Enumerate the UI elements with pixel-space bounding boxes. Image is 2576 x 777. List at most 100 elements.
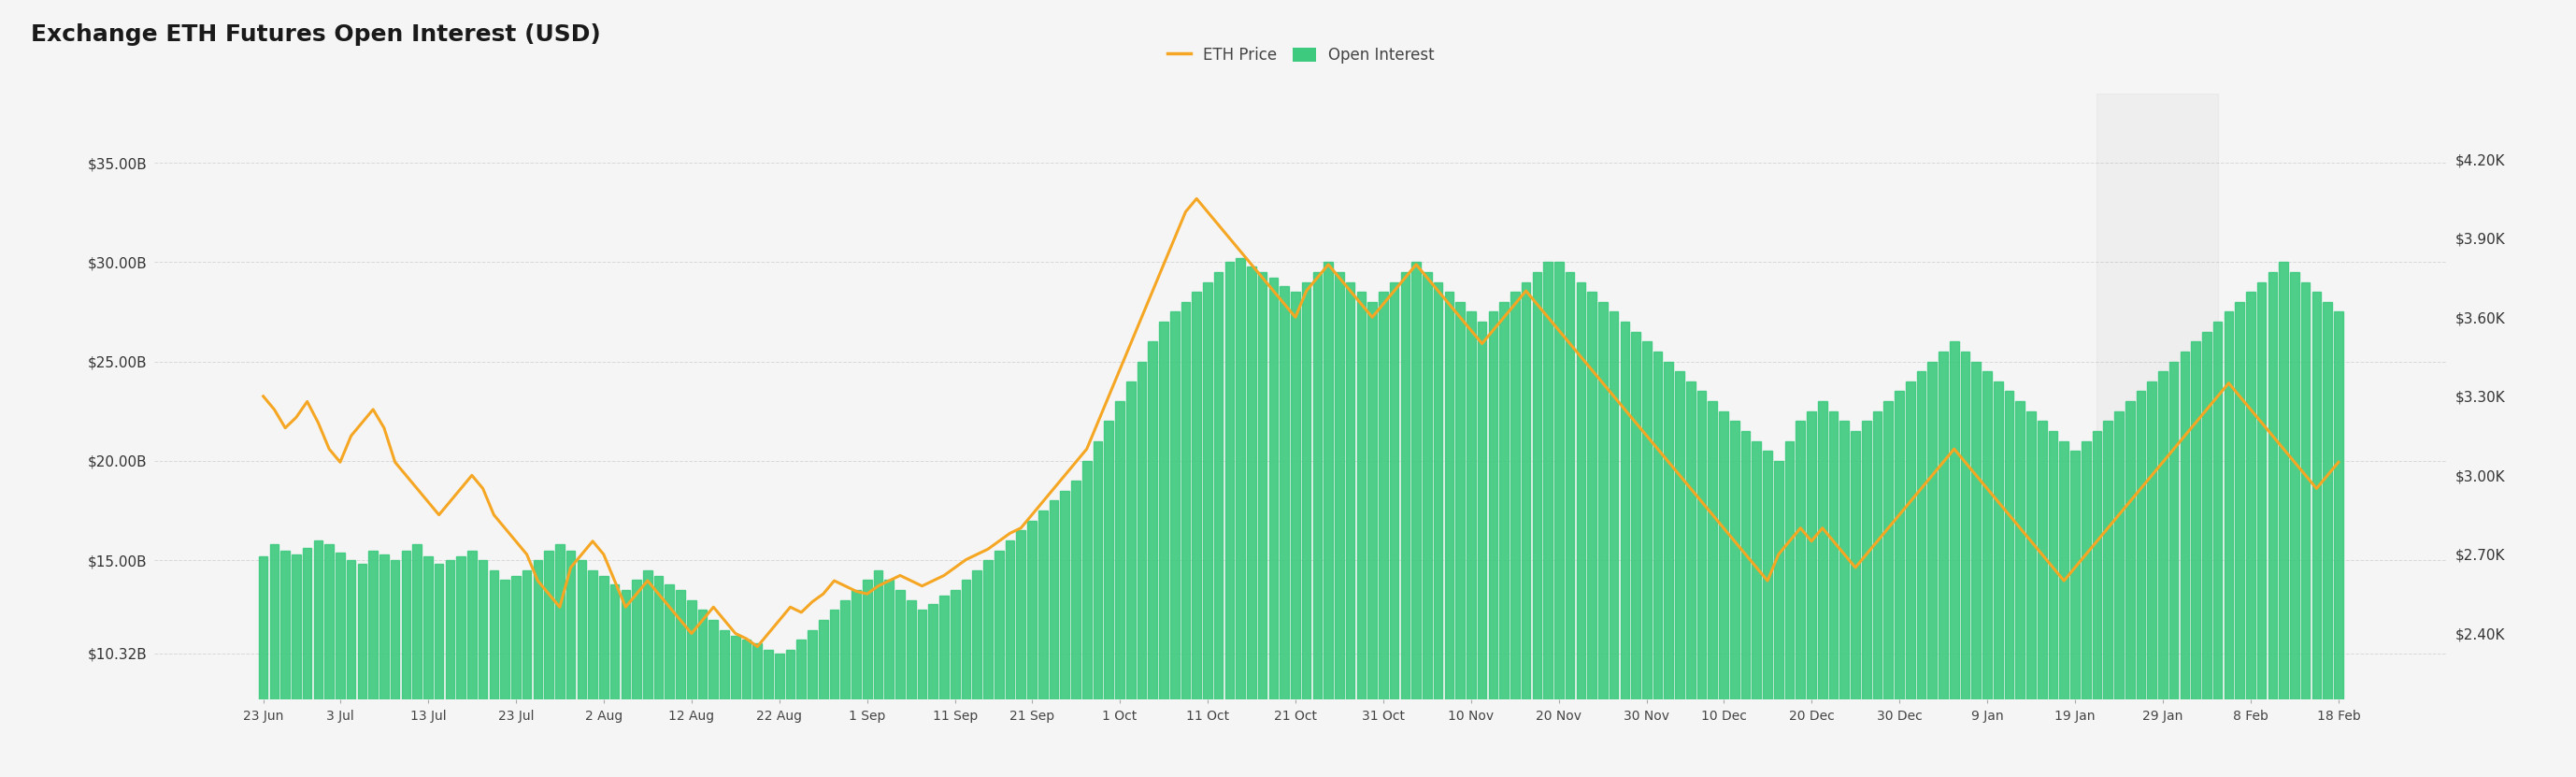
Text: Exchange ETH Futures Open Interest (USD): Exchange ETH Futures Open Interest (USD) [31,23,600,46]
Bar [2267,272,2277,777]
Bar [1587,292,1597,777]
Bar [1566,272,1574,777]
Bar [863,580,871,777]
Bar [1126,382,1136,777]
Bar [1226,262,1234,777]
Bar [600,576,608,777]
Bar [1664,361,1674,777]
Bar [1896,392,1904,777]
Bar [1553,262,1564,777]
Bar [796,639,806,777]
Bar [281,550,289,777]
Bar [1775,461,1783,777]
Bar [489,570,497,777]
Bar [1577,282,1584,777]
Bar [708,620,719,777]
Bar [1522,282,1530,777]
Bar [1917,371,1927,777]
Bar [884,580,894,777]
Bar [2038,421,2045,777]
Bar [809,629,817,777]
Bar [2159,371,2166,777]
Bar [1752,441,1762,777]
Bar [940,596,948,777]
Bar [994,550,1005,777]
Bar [2334,312,2344,777]
Bar [1718,411,1728,777]
Bar [2192,342,2200,777]
Bar [765,650,773,777]
Bar [961,580,971,777]
Bar [1180,302,1190,777]
Bar [2290,272,2298,777]
Bar [1072,481,1079,777]
Bar [1422,272,1432,777]
Bar [2092,431,2102,777]
Bar [1018,531,1025,777]
Bar [422,556,433,777]
Bar [1610,312,1618,777]
Bar [1048,500,1059,777]
Bar [587,570,598,777]
Bar [567,550,574,777]
Bar [927,604,938,777]
Bar [742,639,750,777]
Bar [2313,292,2321,777]
Bar [1149,342,1157,777]
Bar [1082,461,1092,777]
Bar [1927,361,1937,777]
Bar [1597,302,1607,777]
Bar [917,610,927,777]
Bar [1291,292,1301,777]
Bar [2213,322,2223,777]
Bar [2179,351,2190,777]
Bar [466,550,477,777]
Bar [1731,421,1739,777]
Bar [1819,401,1826,777]
Bar [786,650,796,777]
Bar [974,570,981,777]
Bar [556,545,564,777]
Bar [951,590,958,777]
Bar [314,540,322,777]
Bar [1950,342,1958,777]
Bar [2324,302,2331,777]
Bar [577,560,587,777]
Bar [1960,351,1971,777]
Bar [1203,282,1213,777]
Bar [1345,282,1355,777]
Bar [1270,278,1278,777]
Bar [1105,421,1113,777]
Bar [1852,431,1860,777]
Bar [665,584,675,777]
Bar [853,590,860,777]
Bar [1247,266,1257,777]
Bar [1479,322,1486,777]
Bar [456,556,466,777]
Bar [1061,490,1069,777]
Bar [1839,421,1850,777]
Bar [1643,342,1651,777]
Bar [1883,401,1893,777]
Bar [2048,431,2058,777]
Bar [1445,292,1453,777]
Bar [631,580,641,777]
Bar [1940,351,1947,777]
Bar [510,576,520,777]
Bar [688,600,696,777]
Bar [732,636,739,777]
Bar [907,600,914,777]
Bar [1378,292,1388,777]
Bar [1170,312,1180,777]
Bar [752,643,762,777]
Bar [1236,258,1244,777]
Bar [2223,312,2233,777]
Bar [775,653,783,777]
Bar [1489,312,1497,777]
Bar [1388,282,1399,777]
Bar [1314,272,1321,777]
Bar [1873,411,1883,777]
Bar [348,560,355,777]
Bar [896,590,904,777]
Bar [2169,361,2179,777]
